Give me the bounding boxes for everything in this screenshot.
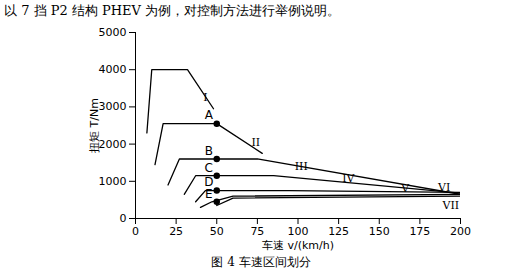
- svg-text:100: 100: [288, 225, 309, 238]
- svg-text:150: 150: [369, 225, 390, 238]
- html-text:图 4 车速区间划分: 图 4 车速区间划分: [211, 255, 311, 269]
- svg-text:III: III: [295, 160, 308, 173]
- svg-text:I: I: [203, 91, 207, 104]
- svg-text:0: 0: [120, 212, 127, 225]
- svg-text:50: 50: [210, 225, 224, 238]
- svg-text:II: II: [251, 136, 260, 149]
- svg-text:E: E: [205, 187, 213, 201]
- svg-text:2000: 2000: [99, 138, 127, 151]
- svg-text:25: 25: [169, 225, 183, 238]
- svg-text:C: C: [205, 161, 213, 175]
- svg-text:0: 0: [132, 225, 139, 238]
- svg-text:4000: 4000: [99, 63, 127, 76]
- svg-text:75: 75: [250, 225, 264, 238]
- svg-text:IV: IV: [342, 172, 355, 185]
- svg-text:扭矩 T/Nm: 扭矩 T/Nm: [88, 98, 101, 153]
- svg-text:B: B: [205, 144, 213, 158]
- svg-text:D: D: [204, 175, 214, 190]
- svg-text:175: 175: [409, 225, 430, 238]
- svg-text:V: V: [400, 182, 410, 195]
- svg-text:VI: VI: [437, 181, 450, 194]
- svg-text:VII: VII: [441, 199, 459, 212]
- svg-text:A: A: [205, 108, 214, 122]
- svg-text:3000: 3000: [99, 100, 127, 113]
- svg-text:车速 v/(km/h): 车速 v/(km/h): [262, 239, 334, 252]
- svg-text:125: 125: [328, 225, 349, 238]
- svg-text:1000: 1000: [99, 175, 127, 188]
- svg-text:200: 200: [450, 225, 471, 238]
- html-text:以 7 挡 P2 结构 PHEV 为例，对控制方法进行举例说: 以 7 挡 P2 结构 PHEV 为例，对控制方法进行举例说明。: [4, 3, 340, 18]
- svg-text:5000: 5000: [99, 26, 127, 39]
